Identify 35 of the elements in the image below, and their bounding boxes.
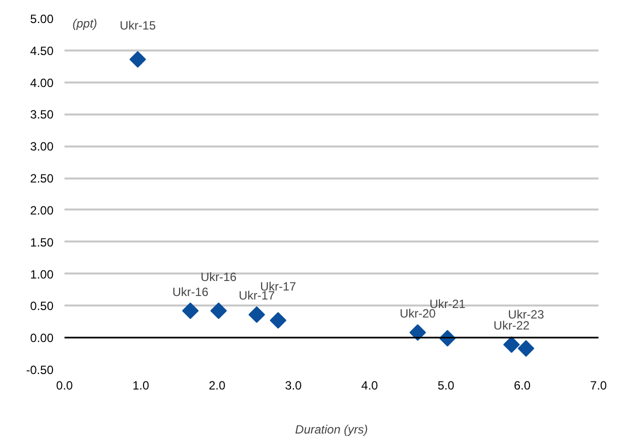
x-tick-label: 2.0 [208,378,226,392]
point [409,324,426,341]
x-tick-label: 4.0 [361,378,378,392]
annotation: Ukr-16 [172,284,209,299]
point [248,306,266,323]
x-axis-title: Duration (yrs) [295,422,368,436]
y-tick-label: 4.00 [30,76,54,90]
y-tick-label: 1.00 [30,267,54,282]
annotation: Ukr-16 [200,270,237,284]
y-tick-label: 1.50 [30,235,54,250]
y-tick-label: 2.00 [30,203,54,218]
y-tick-label: -0.50 [26,363,54,377]
x-tick-label: 3.0 [285,378,302,392]
point [518,340,534,357]
annotation: Ukr-15 [120,18,156,32]
point [182,302,199,320]
y-axis-title: (ppt) [72,16,98,30]
y-tick-label: 3.50 [30,108,54,122]
x-tick-label: 0.0 [56,378,74,392]
point [270,312,286,329]
y-tick-label: 0.00 [30,331,54,346]
y-tick-label: 3.00 [30,140,54,154]
point [503,336,520,353]
point [210,302,227,320]
y-tick-label: 5.00 [30,12,54,26]
x-tick-label: 7.0 [590,378,608,392]
annotation: Ukr-22 [494,318,530,333]
x-tick-label: 1.0 [132,378,150,392]
annotation: Ukr-23 [508,307,544,322]
x-tick-label: 5.0 [438,378,455,392]
y-tick-label: 4.50 [30,44,54,58]
point [129,51,146,68]
x-tick-label: 6.0 [514,378,531,392]
y-tick-label: 0.50 [30,299,54,314]
y-tick-label: 2.50 [30,172,54,186]
